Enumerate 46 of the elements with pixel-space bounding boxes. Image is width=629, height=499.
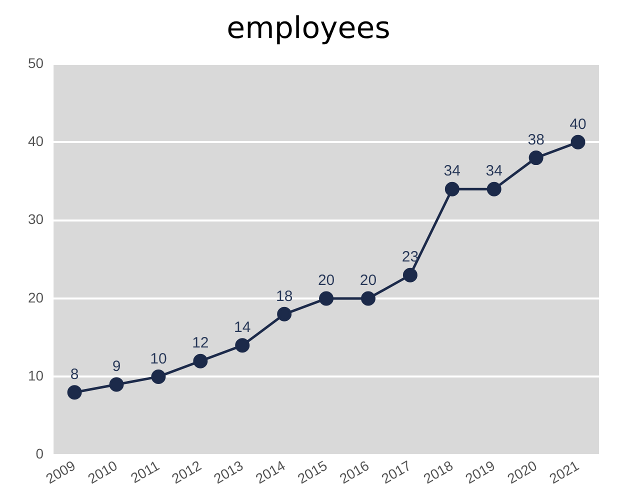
x-tick-label: 2015 [294,457,330,487]
point [528,150,544,166]
point [67,385,82,400]
data-label: 40 [570,116,586,133]
data-label: 9 [112,358,121,376]
point [402,268,418,282]
x-tick-label: 2019 [462,457,498,487]
point [319,291,334,306]
data-label: 34 [444,162,460,180]
x-tick-label: 2016 [336,457,372,487]
y-tick-label: 40 [28,133,44,150]
y-tick-label: 30 [28,211,44,228]
x-tick-label: 2021 [546,457,582,487]
x-tick-label: 2010 [84,457,120,487]
data-label: 34 [486,162,502,180]
x-tick-label: 2018 [420,457,456,487]
point [235,338,250,353]
point [109,377,124,392]
data-label: 14 [234,319,251,336]
point [486,182,502,196]
y-tick-label: 10 [28,368,44,384]
point [570,134,586,150]
data-label: 38 [528,131,544,148]
data-label: 20 [318,272,335,290]
data-label: 10 [150,350,167,368]
x-tick-label: 2020 [504,457,540,487]
chart-title: employees [226,10,390,46]
data-label: 23 [402,248,419,266]
data-label: 18 [276,288,293,305]
y-tick-label: 50 [28,54,44,71]
point [277,306,292,322]
y-tick-label: 0 [36,446,44,462]
x-tick-label: 2012 [168,457,204,487]
x-tick-label: 2014 [252,457,288,487]
point [360,291,376,306]
point [151,369,166,384]
point [193,354,208,368]
x-tick-label: 2011 [128,457,162,486]
x-tick-label: 2009 [43,457,78,487]
data-label: 20 [360,272,377,290]
data-label: 8 [70,366,79,383]
x-tick-label: 2013 [210,457,246,487]
point [444,182,460,196]
y-tick-label: 20 [28,289,44,306]
x-tick-label: 2017 [378,457,414,487]
data-label: 12 [192,334,209,352]
